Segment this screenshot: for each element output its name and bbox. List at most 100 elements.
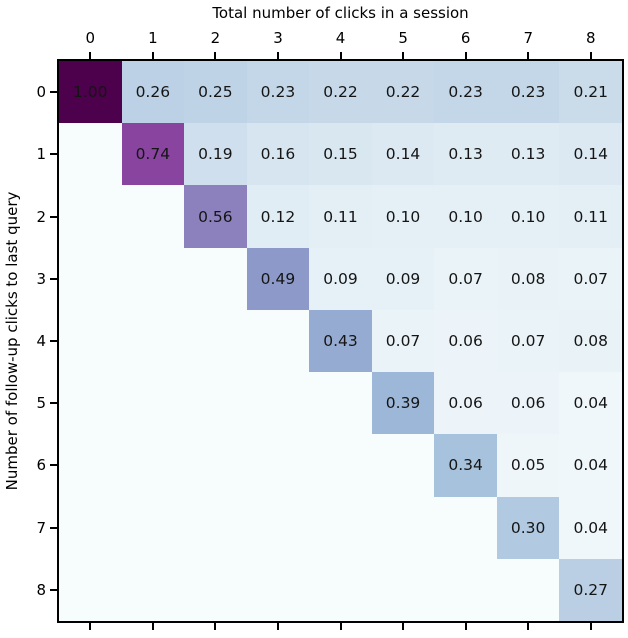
tick-slot <box>560 623 623 630</box>
heatmap-cell: 0.07 <box>371 309 435 373</box>
heatmap-cell: 0.09 <box>371 247 435 310</box>
y-tick-label: 4 <box>36 331 46 350</box>
y-tick-label: 8 <box>36 580 46 599</box>
heatmap-grid: 1.00 0.26 0.25 0.23 0.22 0.22 0.23 0.23 0.21 0.74… <box>59 61 622 621</box>
tick-slot <box>372 52 435 59</box>
heatmap-cell: 0.19 <box>184 123 247 186</box>
y-tick-label: 1 <box>36 145 46 164</box>
heatmap-cell: 0.06 <box>496 372 560 435</box>
tick-mark <box>589 623 592 630</box>
heatmap-cell: 0.15 <box>309 123 372 186</box>
heatmap-cell: 0.43 <box>309 309 372 373</box>
tick-mark <box>464 52 467 59</box>
tick-slot <box>372 623 435 630</box>
heatmap-cell <box>246 372 310 435</box>
heatmap-cell <box>121 309 185 373</box>
tick-mark <box>50 91 57 94</box>
tick-mark <box>50 215 57 218</box>
heatmap-cell: 0.14 <box>371 123 435 186</box>
tick-mark <box>50 464 57 467</box>
heatmap-cell <box>434 558 497 621</box>
tick-mark <box>151 623 154 630</box>
tick-mark <box>402 623 405 630</box>
heatmap-cell: 0.23 <box>246 61 310 124</box>
tick-slot <box>184 623 247 630</box>
tick-slot <box>434 623 497 630</box>
tick-slot <box>50 310 57 372</box>
heatmap-cell <box>59 247 122 310</box>
heatmap-cell: 0.30 <box>496 496 560 559</box>
heatmap-cell: 0.25 <box>184 61 247 124</box>
x-axis-tick-labels: 0 1 2 3 4 5 6 7 8 <box>59 29 622 47</box>
tick-mark <box>527 623 530 630</box>
tick-slot <box>184 52 247 59</box>
tick-mark <box>276 623 279 630</box>
y-tick-label: 2 <box>36 207 46 226</box>
heatmap-cell <box>434 496 497 559</box>
tick-mark <box>50 153 57 156</box>
heatmap-cell <box>59 185 122 248</box>
heatmap-cell: 0.08 <box>496 247 560 310</box>
heatmap-cell <box>121 247 185 310</box>
x-axis-ticks-bottom <box>59 623 622 630</box>
y-tick-label: 5 <box>36 394 46 413</box>
heatmap-cell: 0.11 <box>559 185 622 248</box>
heatmap-cell: 0.10 <box>434 185 497 248</box>
heatmap-cell: 0.39 <box>371 372 435 435</box>
heatmap-cell <box>496 558 560 621</box>
tick-slot <box>247 52 310 59</box>
heatmap-cell: 0.27 <box>559 558 622 621</box>
heatmap-cell: 0.26 <box>121 61 185 124</box>
heatmap-cell: 0.14 <box>559 123 622 186</box>
tick-mark <box>50 339 57 342</box>
tick-mark <box>527 52 530 59</box>
heatmap-cell <box>309 558 372 621</box>
tick-mark <box>214 52 217 59</box>
heatmap-cell: 0.04 <box>559 434 622 497</box>
tick-mark <box>50 277 57 280</box>
heatmap-cell: 0.10 <box>371 185 435 248</box>
tick-slot <box>309 52 372 59</box>
heatmap-cell <box>184 247 247 310</box>
tick-mark <box>464 623 467 630</box>
tick-slot <box>59 52 122 59</box>
heatmap-cell <box>246 309 310 373</box>
x-tick-label: 6 <box>460 29 471 47</box>
x-tick-label: 5 <box>398 29 408 47</box>
tick-slot <box>497 623 560 630</box>
y-axis-label: Number of follow-up clicks to last query <box>3 191 21 491</box>
heatmap-cell: 0.74 <box>121 123 185 186</box>
tick-mark <box>89 623 92 630</box>
tick-slot <box>50 497 57 559</box>
heatmap-cell <box>121 434 185 497</box>
heatmap-cell: 0.21 <box>559 61 622 124</box>
heatmap-cell <box>246 496 310 559</box>
heatmap-cell <box>59 496 122 559</box>
heatmap-cell: 0.22 <box>309 61 372 124</box>
heatmap-cell: 0.16 <box>246 123 310 186</box>
tick-slot <box>560 52 623 59</box>
heatmap-cell: 0.23 <box>434 61 497 124</box>
heatmap-cell <box>59 123 122 186</box>
y-tick-label: 3 <box>36 269 46 288</box>
tick-mark <box>151 52 154 59</box>
heatmap-cell: 0.05 <box>496 434 560 497</box>
tick-slot <box>497 52 560 59</box>
heatmap-cell: 0.13 <box>434 123 497 186</box>
x-tick-label: 4 <box>335 29 346 47</box>
heatmap-cell <box>246 434 310 497</box>
heatmap-cell <box>184 434 247 497</box>
tick-slot <box>434 52 497 59</box>
tick-slot <box>50 372 57 434</box>
tick-slot <box>122 623 185 630</box>
tick-slot <box>59 623 122 630</box>
tick-slot <box>50 61 57 123</box>
heatmap-cell <box>184 558 247 621</box>
tick-mark <box>89 52 92 59</box>
heatmap-cell <box>309 434 372 497</box>
y-tick-label: 0 <box>36 83 46 102</box>
x-tick-label: 0 <box>85 29 96 47</box>
top-axis-title: Total number of clicks in a session <box>212 4 469 22</box>
heatmap-cell <box>121 496 185 559</box>
